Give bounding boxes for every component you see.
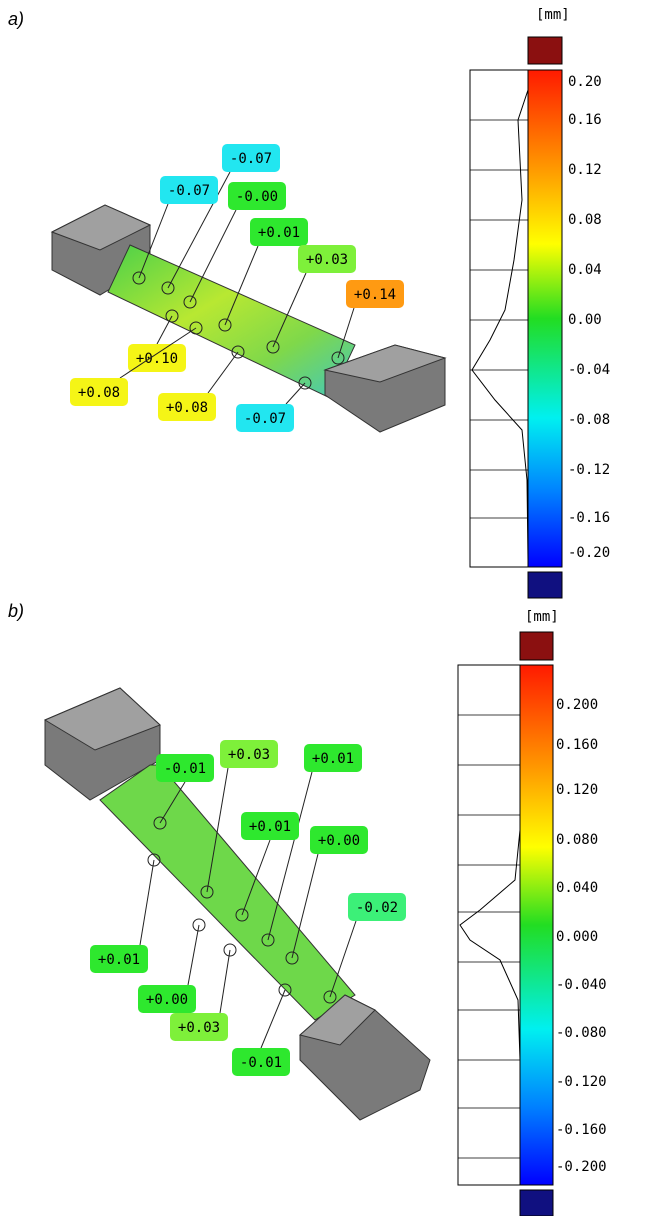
- leader-line: [188, 925, 199, 985]
- scale-tick-label: 0.12: [568, 162, 602, 178]
- annotation-label: +0.01: [249, 819, 291, 835]
- annotation-label: +0.03: [306, 252, 348, 268]
- scale-tick-label: 0.160: [556, 737, 598, 753]
- leader-line: [261, 990, 285, 1048]
- annotation-label: +0.03: [178, 1020, 220, 1036]
- scale-tick-label: 0.20: [568, 74, 602, 90]
- annotation-label: +0.08: [166, 400, 208, 416]
- annotation-label: +0.03: [228, 747, 270, 763]
- scale-tick-label: 0.200: [556, 697, 598, 713]
- scale-tick-label: 0.080: [556, 832, 598, 848]
- leader-line: [220, 950, 230, 1013]
- annotation-label: -0.02: [356, 900, 398, 916]
- scale-tick-label: -0.200: [556, 1159, 607, 1175]
- unit-label: [mm]: [536, 7, 570, 23]
- annotation-label: -0.07: [230, 151, 272, 167]
- annotation-label: +0.08: [78, 385, 120, 401]
- panel-label: a): [8, 9, 24, 29]
- colorbar-a: [470, 37, 562, 598]
- annotation-label: -0.07: [244, 411, 286, 427]
- annotation-label: +0.14: [354, 287, 396, 303]
- scale-tick-label: -0.120: [556, 1074, 607, 1090]
- scale-tick-label: 0.040: [556, 880, 598, 896]
- annotation-label: +0.01: [98, 952, 140, 968]
- leader-line: [208, 352, 238, 393]
- scale-tick-label: 0.120: [556, 782, 598, 798]
- scale-tick-label: -0.08: [568, 412, 610, 428]
- scale-tick-label: -0.04: [568, 362, 610, 378]
- annotation-label: +0.00: [146, 992, 188, 1008]
- leader-line: [157, 316, 172, 344]
- scale-tick-label: 0.000: [556, 929, 598, 945]
- annotation-label: -0.07: [168, 183, 210, 199]
- scale-tick-label: -0.040: [556, 977, 607, 993]
- annotation-label: +0.01: [312, 751, 354, 767]
- leader-line: [140, 860, 154, 945]
- unit-label: [mm]: [525, 609, 559, 625]
- scale-tick-label: 0.00: [568, 312, 602, 328]
- colorbar-b: [458, 632, 553, 1216]
- figure: a) b) [mm] [mm] 0.20 0.16 0.12 0.08 0.04 0.00…: [0, 0, 652, 1216]
- scale-tick-label: 0.16: [568, 112, 602, 128]
- annotation-label: +0.00: [318, 833, 360, 849]
- annotation-label: -0.01: [164, 761, 206, 777]
- annotation-label: -0.01: [240, 1055, 282, 1071]
- scale-tick-label: 0.08: [568, 212, 602, 228]
- annotation-label: +0.01: [258, 225, 300, 241]
- scale-tick-label: -0.080: [556, 1025, 607, 1041]
- panel-label: b): [8, 601, 24, 621]
- scale-tick-label: -0.160: [556, 1122, 607, 1138]
- leader-line: [268, 772, 312, 940]
- scale-tick-label: 0.04: [568, 262, 602, 278]
- scale-tick-label: -0.12: [568, 462, 610, 478]
- leader-line: [286, 383, 305, 404]
- scale-tick-label: -0.16: [568, 510, 610, 526]
- scale-tick-label: -0.20: [568, 545, 610, 561]
- annotation-label: -0.00: [236, 189, 278, 205]
